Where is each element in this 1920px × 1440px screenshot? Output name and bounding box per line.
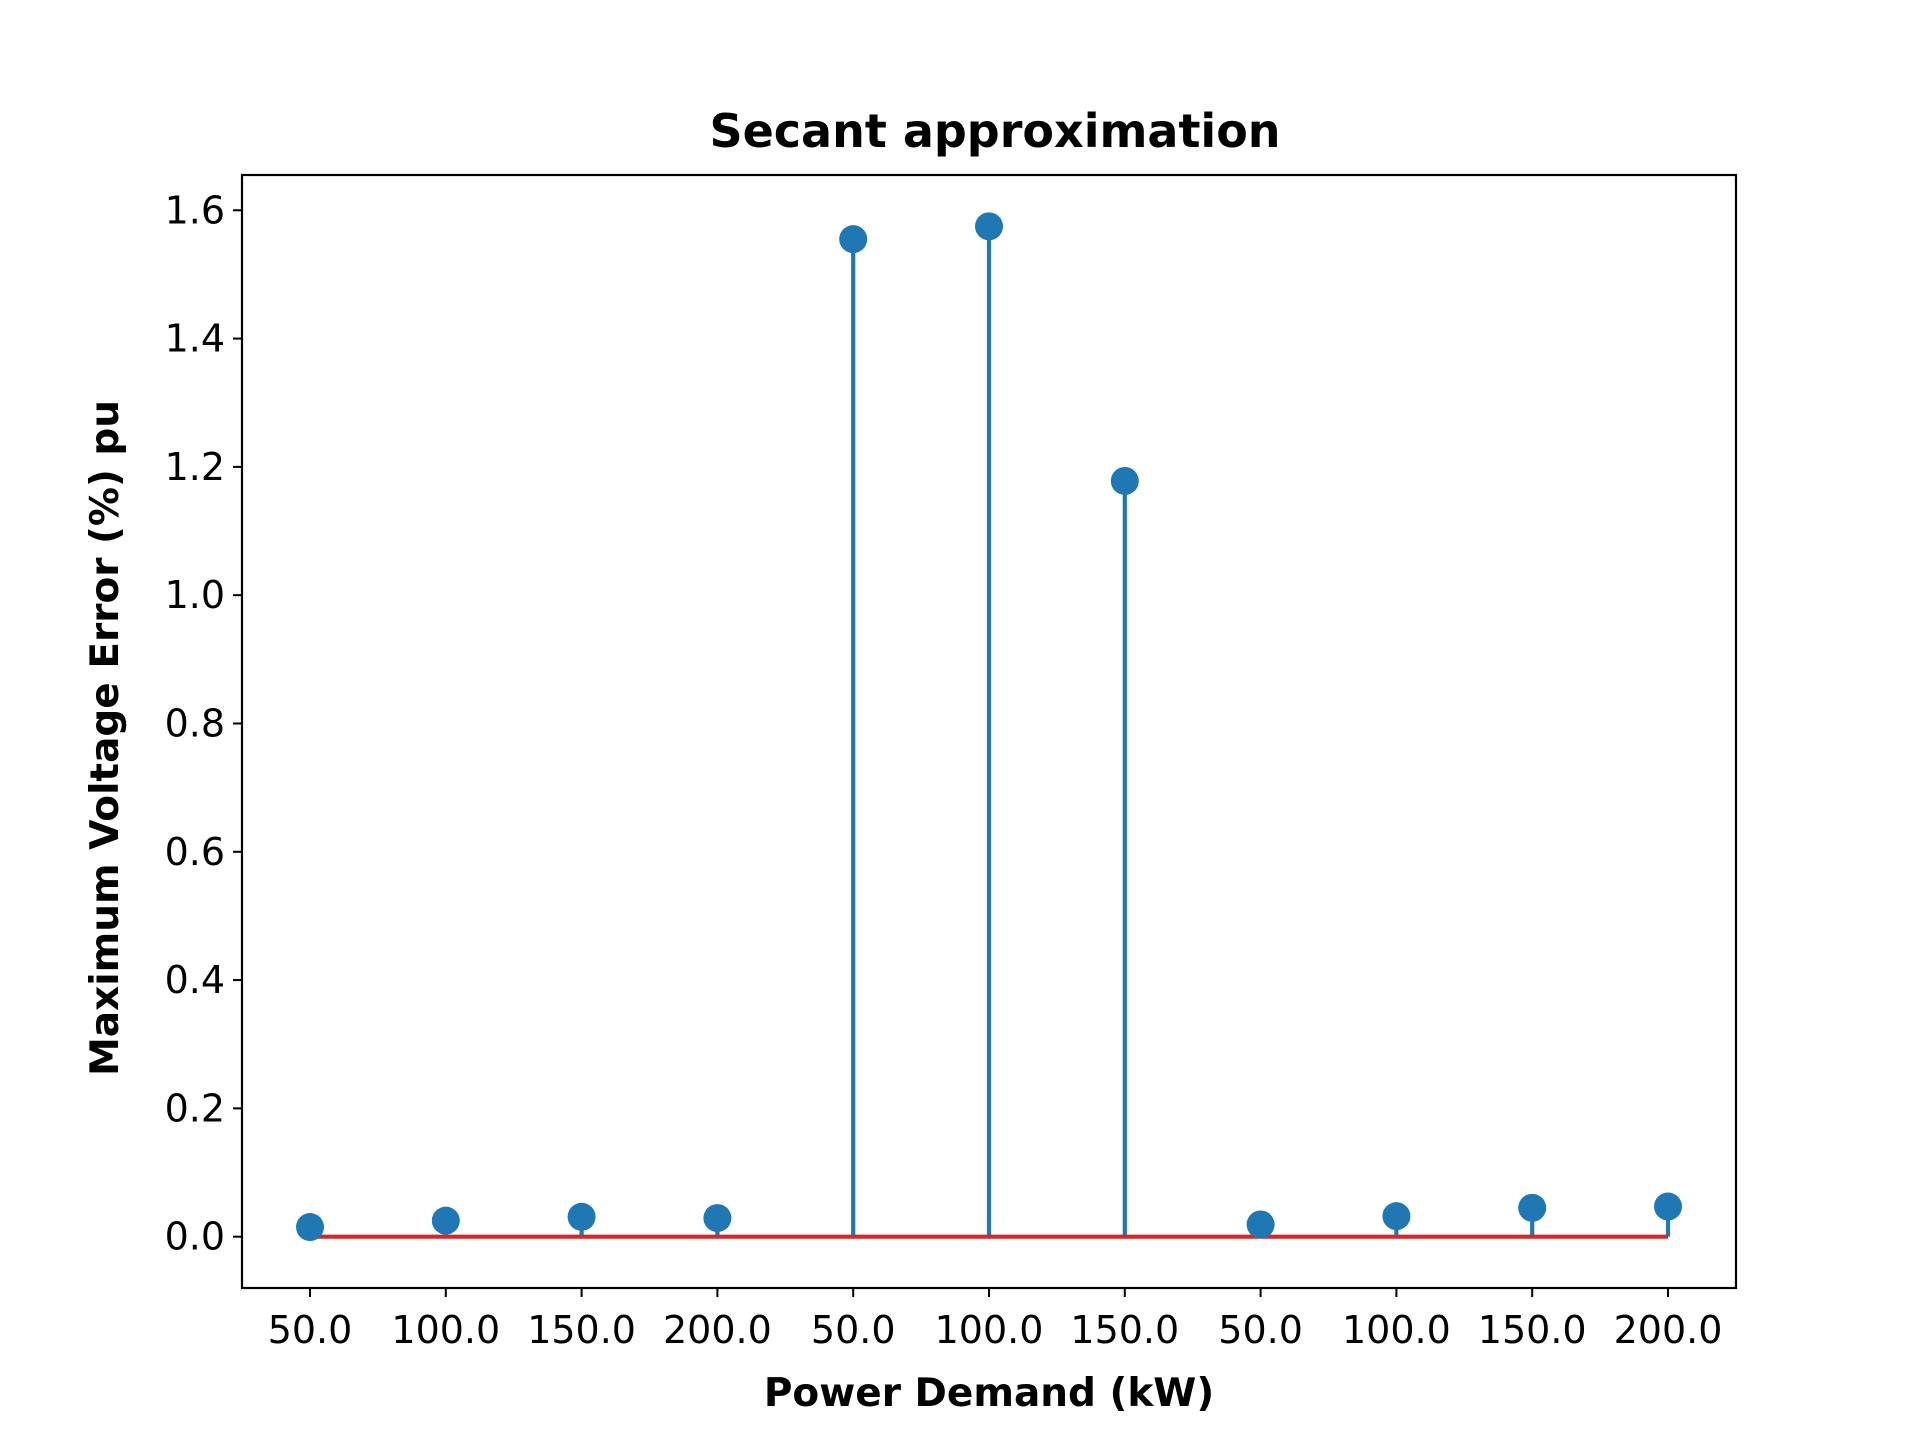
stem-marker: [975, 212, 1003, 241]
x-tick-label: 50.0: [811, 1308, 896, 1352]
x-tick-label: 100.0: [391, 1308, 500, 1352]
x-tick-label: 150.0: [1478, 1308, 1587, 1352]
x-tick-label: 50.0: [1218, 1308, 1303, 1352]
stem-marker: [1246, 1210, 1275, 1239]
y-tick-label: 0.6: [165, 830, 225, 874]
x-tick-label: 100.0: [1342, 1308, 1451, 1352]
stem-marker: [296, 1213, 324, 1242]
chart-title: Secant approximation: [709, 104, 1280, 158]
y-axis-title: Maximum Voltage Error (%) pu: [83, 400, 128, 1076]
plot-area: [296, 212, 1682, 1242]
y-axis: 0.0 0.2 0.4 0.6 0.8 1.0 1.2 1.4 1.6: [165, 188, 242, 1259]
stem-marker: [839, 225, 868, 254]
stem-marker: [1654, 1192, 1682, 1221]
y-tick-label: 0.4: [165, 958, 225, 1002]
x-tick-label: 200.0: [663, 1308, 772, 1352]
x-axis-title: Power Demand (kW): [764, 1371, 1214, 1416]
y-tick-label: 1.6: [165, 188, 225, 232]
x-tick-label: 150.0: [527, 1308, 636, 1352]
y-tick-label: 1.2: [165, 445, 225, 489]
stem-marker: [1518, 1193, 1547, 1222]
x-tick-label: 200.0: [1614, 1308, 1723, 1352]
y-tick-label: 0.0: [165, 1215, 225, 1259]
y-tick-label: 0.8: [165, 701, 225, 745]
x-tick-label: 100.0: [935, 1308, 1044, 1352]
y-tick-label: 1.4: [165, 317, 225, 361]
x-tick-label: 150.0: [1070, 1308, 1179, 1352]
stem-marker: [1110, 466, 1139, 495]
stem-marker: [1382, 1202, 1411, 1231]
x-axis: 50.0 100.0 150.0 200.0 50.0 100.0 150.0 50.0 100…: [268, 1288, 1723, 1352]
stem-marker: [703, 1204, 732, 1233]
x-tick-label: 50.0: [268, 1308, 353, 1352]
stem-marker: [567, 1202, 596, 1231]
y-tick-label: 1.0: [165, 573, 225, 617]
stem-marker: [431, 1206, 460, 1235]
y-tick-label: 0.2: [165, 1086, 225, 1130]
